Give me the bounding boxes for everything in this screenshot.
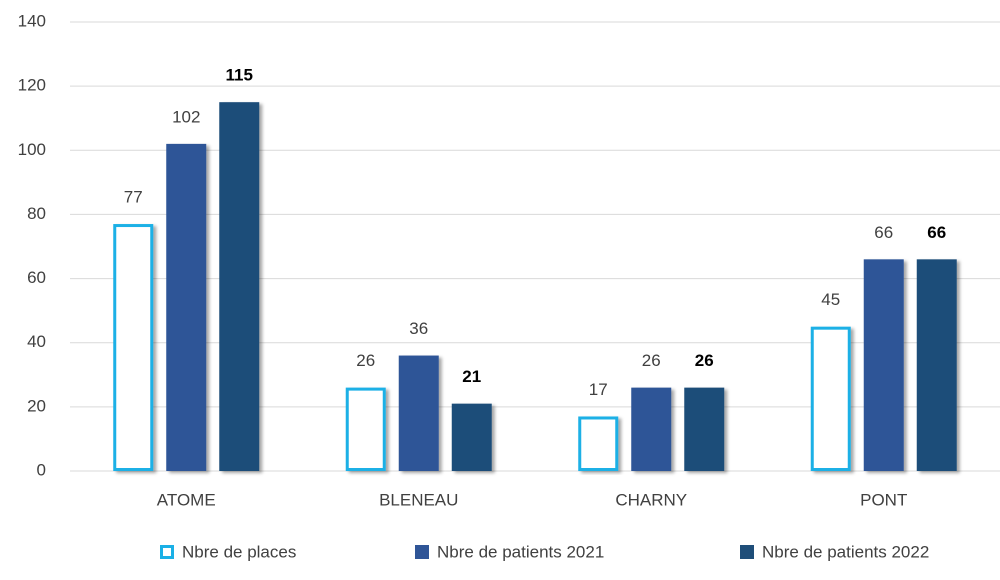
- bar: [398, 355, 439, 471]
- data-label: 26: [695, 351, 714, 370]
- bar: [345, 387, 386, 471]
- bar: [684, 387, 725, 471]
- x-tick-label: BLENEAU: [379, 490, 458, 509]
- data-label: 26: [356, 351, 375, 370]
- data-label: 21: [462, 367, 481, 386]
- x-tick-label: CHARNY: [615, 490, 687, 509]
- y-tick-label: 40: [27, 332, 46, 351]
- y-tick-label: 0: [37, 460, 46, 479]
- y-tick-label: 60: [27, 268, 46, 287]
- legend-marker: [740, 545, 754, 559]
- y-tick-label: 140: [18, 11, 46, 30]
- data-label: 45: [821, 290, 840, 309]
- y-tick-label: 20: [27, 396, 46, 415]
- bar: [578, 416, 619, 472]
- data-label: 66: [927, 223, 946, 242]
- data-label: 17: [589, 380, 608, 399]
- data-label: 102: [172, 107, 200, 126]
- legend-marker: [415, 545, 429, 559]
- y-tick-label: 120: [18, 76, 46, 95]
- x-tick-label: ATOME: [157, 490, 216, 509]
- data-label: 26: [642, 351, 661, 370]
- bar: [810, 326, 851, 471]
- x-tick-label: PONT: [860, 490, 907, 509]
- bar: [451, 403, 492, 471]
- bar: [863, 259, 904, 471]
- data-label: 66: [874, 223, 893, 242]
- y-tick-label: 100: [18, 140, 46, 159]
- data-label: 115: [226, 66, 253, 85]
- bar: [166, 143, 207, 471]
- legend-marker: [160, 545, 174, 559]
- data-label: 77: [124, 188, 143, 207]
- y-tick-label: 80: [27, 204, 46, 223]
- bar: [219, 102, 260, 471]
- data-label: 36: [409, 319, 428, 338]
- bar: [916, 259, 957, 471]
- bar: [631, 387, 672, 471]
- bar: [113, 224, 154, 471]
- legend-label: Nbre de patients 2022: [762, 542, 929, 561]
- legend-label: Nbre de patients 2021: [437, 542, 604, 561]
- legend-label: Nbre de places: [182, 542, 296, 561]
